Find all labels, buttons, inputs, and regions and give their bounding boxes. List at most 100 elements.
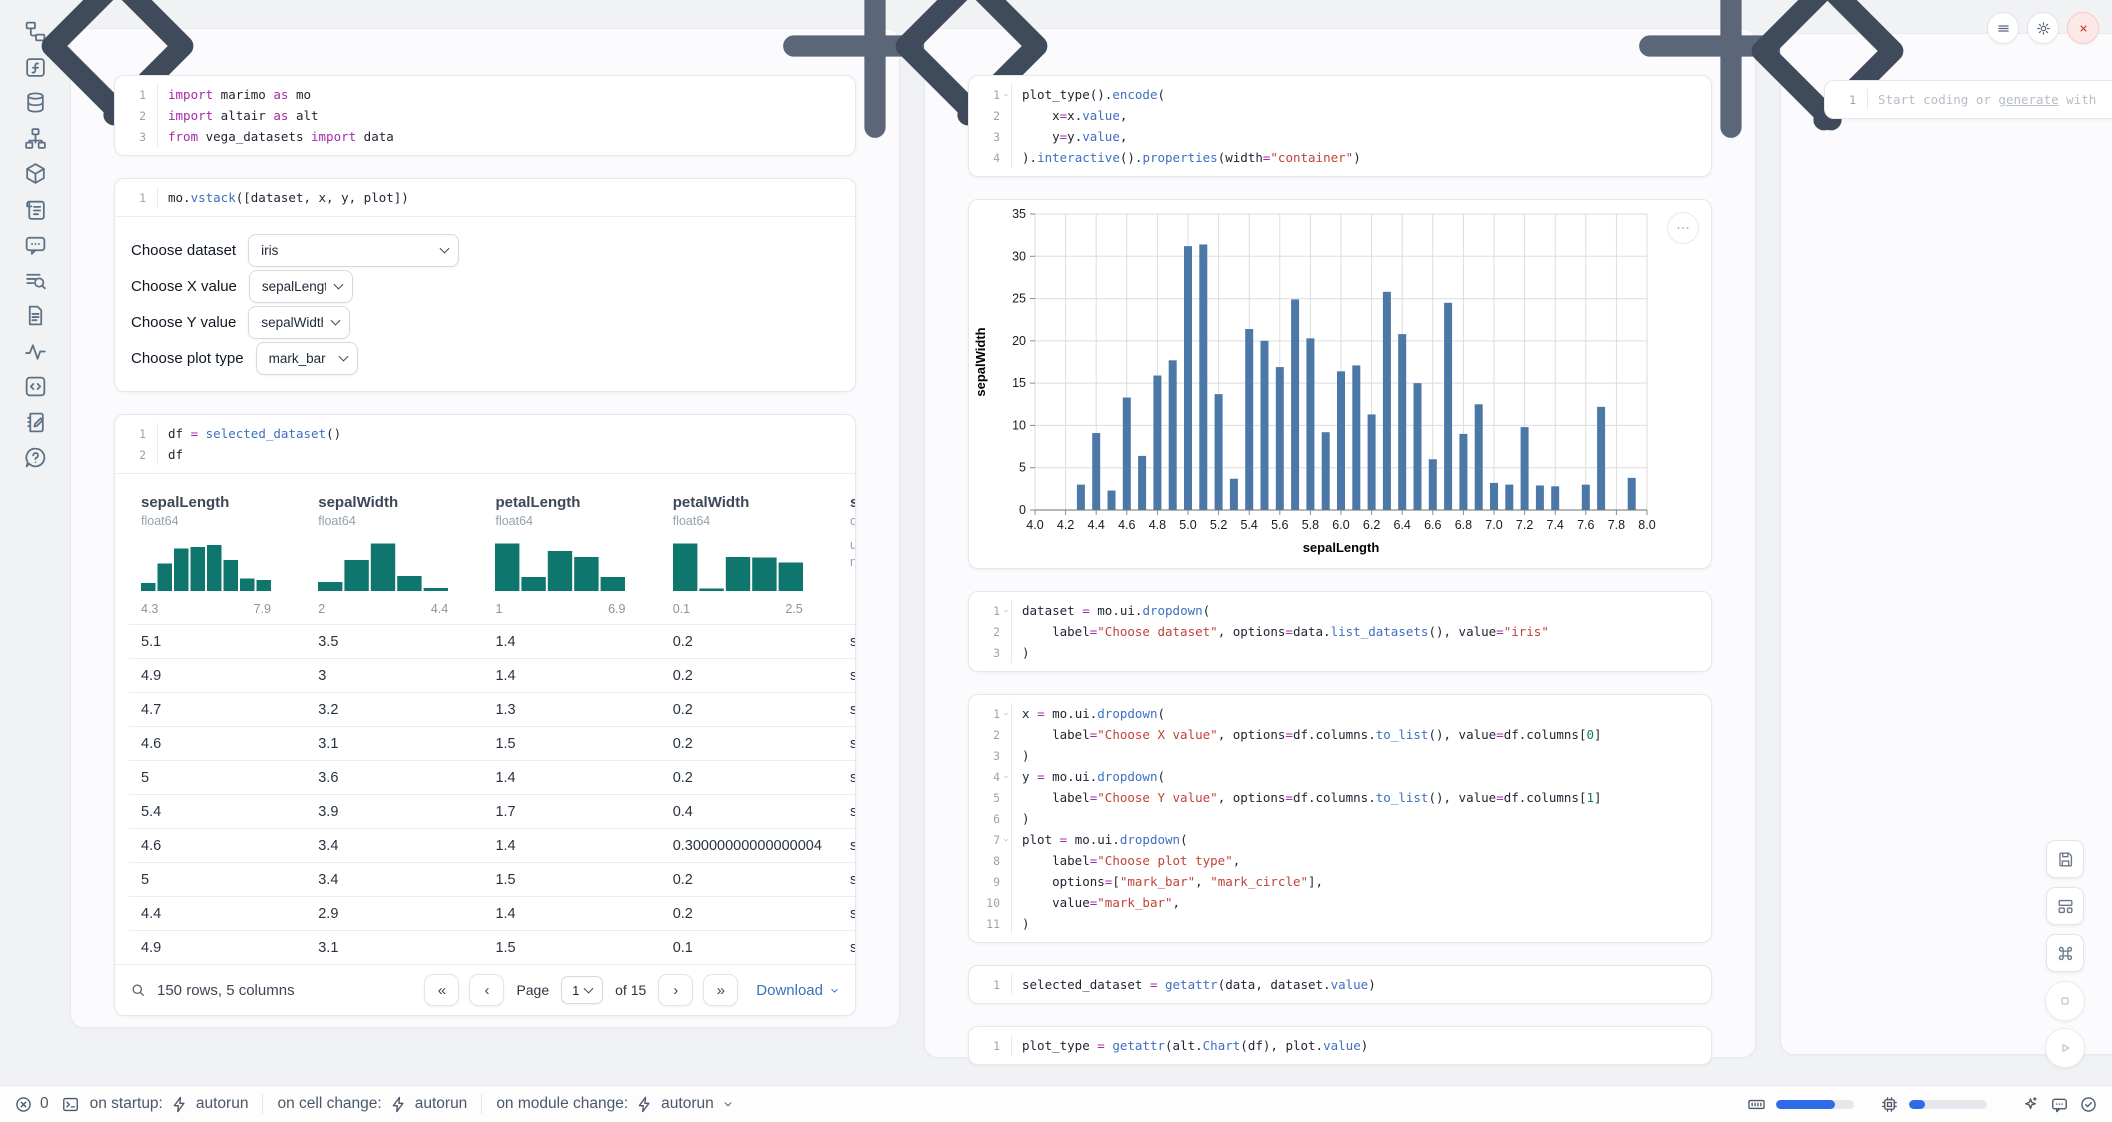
code-token: ): [1022, 811, 1030, 826]
code-editor[interactable]: selected_dataset = getattr(data, dataset…: [1012, 974, 1376, 995]
svg-text:sepalWidth: sepalWidth: [973, 327, 988, 396]
sidebar-item-outline[interactable]: [0, 192, 70, 228]
chat-bot-button[interactable]: [2050, 1095, 2069, 1114]
table-cell: 4.9: [129, 659, 306, 693]
code-token: label: [1022, 790, 1090, 805]
download-button[interactable]: Download: [756, 982, 841, 999]
column-histogram: [495, 537, 625, 593]
sidebar-item-tracing[interactable]: [0, 334, 70, 370]
shutdown-button[interactable]: [2067, 12, 2099, 44]
settings-button[interactable]: [2027, 12, 2059, 44]
code-editor[interactable]: df = selected_dataset()df: [158, 423, 341, 465]
line-number-gutter: 123: [115, 84, 158, 147]
code-area: 1plot_type = getattr(alt.Chart(df), plot…: [969, 1027, 1711, 1064]
fold-toggle-icon[interactable]: [1002, 91, 1010, 99]
fold-toggle-icon[interactable]: [1002, 710, 1010, 718]
code-editor[interactable]: plot_type().encode( x=x.value, y=y.value…: [1012, 84, 1361, 168]
table-cell: 3.6: [306, 761, 483, 795]
dropdown-choose-dataset[interactable]: iris: [248, 234, 459, 267]
code-token: "Choose dataset": [1097, 624, 1217, 639]
panel-scroll-right-button[interactable]: [130, 38, 147, 55]
code-line: x = mo.ui.dropdown(: [1022, 703, 1602, 724]
sidebar-item-snippets[interactable]: [0, 369, 70, 405]
fold-toggle-icon[interactable]: [1002, 773, 1010, 781]
sidebar-item-ai-chat[interactable]: [0, 227, 70, 263]
save-notebook-button[interactable]: [2046, 840, 2084, 878]
table-cell: 1.4: [483, 659, 660, 693]
chart-actions-button[interactable]: [1667, 212, 1699, 244]
column-name: sepalWidth: [318, 494, 483, 511]
stop-kernel-button[interactable]: [2045, 981, 2085, 1021]
dropdown-choose-plot-type[interactable]: mark_bar: [256, 342, 358, 375]
dropdown-wrap: iris: [248, 234, 459, 267]
next-page-button[interactable]: ›: [658, 974, 693, 1006]
code-editor[interactable]: Start coding or generate with: [1868, 89, 2096, 110]
code-token: Chart: [1203, 1038, 1241, 1053]
code-token: ,: [1195, 874, 1210, 889]
table-search-icon[interactable]: [129, 981, 147, 999]
dropdown-choose-y-value[interactable]: sepalWidth: [248, 306, 350, 339]
dropdown-choose-x-value[interactable]: sepalLength: [249, 270, 353, 303]
generate-link[interactable]: generate: [1998, 92, 2058, 107]
keyboard-shortcuts-button[interactable]: [2046, 934, 2084, 972]
ai-assistant-button[interactable]: [2021, 1095, 2040, 1114]
sidebar-item-scratchpad[interactable]: [0, 405, 70, 441]
line-number: 4: [969, 766, 1011, 787]
prev-page-button[interactable]: ‹: [469, 974, 504, 1006]
sidebar-item-logs[interactable]: [0, 263, 70, 299]
svg-text:25: 25: [1012, 292, 1026, 306]
code-token: value: [1082, 129, 1120, 144]
run-all-cells-button[interactable]: [2045, 1028, 2085, 1068]
code-editor[interactable]: x = mo.ui.dropdown( label="Choose X valu…: [1012, 703, 1602, 934]
fold-toggle-icon[interactable]: [1002, 836, 1010, 844]
code-editor[interactable]: import marimo as moimport altair as altf…: [158, 84, 394, 147]
code-line: plot = mo.ui.dropdown(: [1022, 829, 1602, 850]
first-page-button[interactable]: «: [424, 974, 459, 1006]
window-controls: [1987, 12, 2099, 44]
code-token: value: [1022, 895, 1090, 910]
toggle-layout-button[interactable]: [2046, 887, 2084, 925]
table-cell: 0.2: [661, 625, 838, 659]
fold-slot: [1000, 126, 1011, 147]
code-line: Start coding or generate with: [1878, 89, 2096, 110]
code-editor[interactable]: dataset = mo.ui.dropdown( label="Choose …: [1012, 600, 1549, 663]
fold-toggle-icon[interactable]: [1002, 607, 1010, 615]
run-setting-2[interactable]: on module change:autorun: [496, 1095, 734, 1114]
line-number: 1: [1825, 89, 1867, 110]
code-token: "mark_bar": [1120, 874, 1195, 889]
table-row: 5.13.51.40.2setosa: [129, 625, 855, 659]
kernel-connected-button[interactable]: [2079, 1095, 2098, 1114]
column-header-sepalLength[interactable]: sepalLengthfloat644.37.9: [129, 486, 306, 625]
column-header-petalLength[interactable]: petalLengthfloat6416.9: [483, 486, 660, 625]
code-area: 123dataset = mo.ui.dropdown( label="Choo…: [969, 592, 1711, 671]
table-row: 4.73.21.30.2setosa: [129, 693, 855, 727]
run-setting-1[interactable]: on cell change:autorun: [277, 1095, 467, 1114]
line-number: 1: [115, 187, 157, 208]
terminal-button[interactable]: [61, 1095, 80, 1114]
code-token: (), value: [1428, 727, 1496, 742]
notebook-menu-button[interactable]: [1987, 12, 2019, 44]
last-page-button[interactable]: »: [703, 974, 738, 1006]
column-header-petalWidth[interactable]: petalWidthfloat640.12.5: [661, 486, 838, 625]
page-select[interactable]: 1: [561, 976, 603, 1004]
table-row: 4.42.91.40.2setosa: [129, 897, 855, 931]
column-header-species[interactable]: speciesobjectunique:nulls:: [838, 486, 855, 625]
code-token: properties: [1142, 150, 1217, 165]
column-header-sepalWidth[interactable]: sepalWidthfloat6424.4: [306, 486, 483, 625]
sidebar-item-help[interactable]: [0, 440, 70, 476]
column-range: 4.37.9: [141, 602, 271, 616]
run-setting-0[interactable]: on startup:autorun: [90, 1095, 249, 1114]
code-area: 1234plot_type().encode( x=x.value, y=y.v…: [969, 76, 1711, 176]
line-number: 4: [969, 147, 1011, 168]
scratchpad-icon: [23, 410, 48, 435]
table-cell: 3.5: [306, 625, 483, 659]
table-cell: 1.5: [483, 727, 660, 761]
panel-scroll-right-button[interactable]: [1840, 43, 1857, 60]
code-editor[interactable]: plot_type = getattr(alt.Chart(df), plot.…: [1012, 1035, 1368, 1056]
line-number: 1: [115, 423, 157, 444]
error-indicator[interactable]: 0: [14, 1095, 49, 1114]
code-editor[interactable]: mo.vstack([dataset, x, y, plot]): [158, 187, 409, 208]
panel-scroll-right-button[interactable]: [984, 38, 1001, 55]
sidebar-item-documentation[interactable]: [0, 298, 70, 334]
code-line: from vega_datasets import data: [168, 126, 394, 147]
